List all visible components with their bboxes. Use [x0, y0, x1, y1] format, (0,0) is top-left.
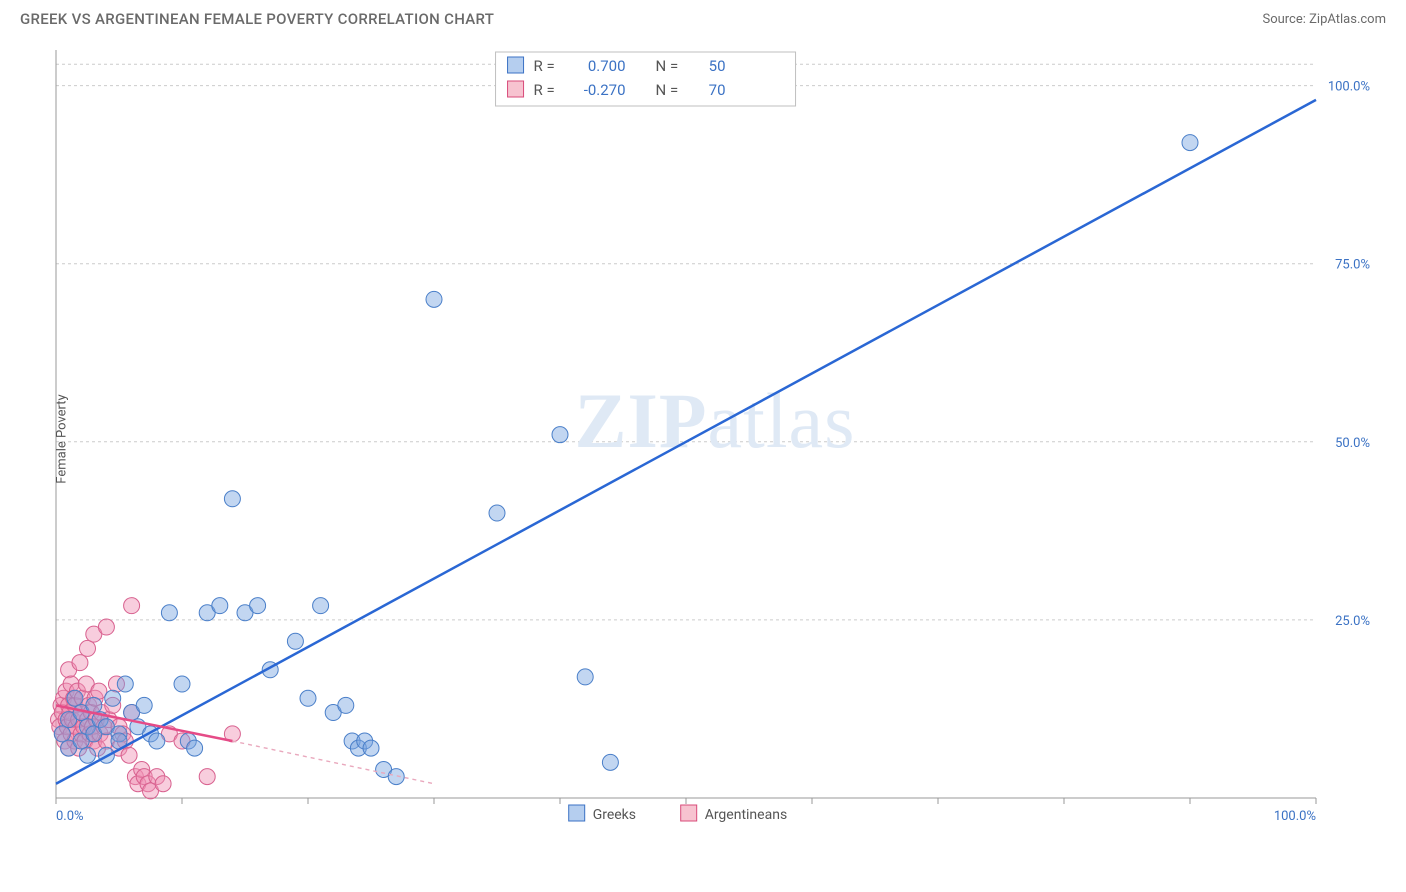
svg-text:Greeks: Greeks [593, 807, 636, 823]
svg-text:ZIPatlas: ZIPatlas [575, 377, 856, 464]
svg-text:50.0%: 50.0% [1335, 436, 1370, 451]
svg-text:Argentineans: Argentineans [705, 807, 787, 823]
svg-text:R =: R = [534, 57, 555, 75]
svg-text:0.0%: 0.0% [56, 809, 84, 824]
svg-text:N =: N = [656, 81, 679, 99]
plot-area: Female Poverty 0.0% 100.0% 25.0% 50.0% 75.0%… [50, 44, 1380, 834]
svg-text:0.700: 0.700 [588, 57, 626, 75]
y-axis-label: Female Poverty [55, 394, 70, 483]
source-attribution: Source: ZipAtlas.com [1262, 12, 1386, 27]
svg-text:100.0%: 100.0% [1274, 809, 1316, 824]
source-label: Source: [1262, 12, 1309, 27]
svg-text:70: 70 [709, 81, 726, 99]
svg-text:25.0%: 25.0% [1335, 614, 1370, 629]
chart-header: GREEK VS ARGENTINEAN FEMALE POVERTY CORR… [0, 0, 1406, 34]
svg-text:R =: R = [534, 81, 555, 99]
svg-text:75.0%: 75.0% [1335, 258, 1370, 273]
source-name: ZipAtlas.com [1309, 12, 1386, 27]
svg-text:100.0%: 100.0% [1328, 80, 1370, 95]
svg-text:50: 50 [709, 57, 726, 75]
scatter-chart: 0.0% 100.0% 25.0% 50.0% 75.0% 100.0% ZIPatlas R… [50, 44, 1380, 834]
svg-text:N =: N = [656, 57, 679, 75]
chart-title: GREEK VS ARGENTINEAN FEMALE POVERTY CORR… [20, 10, 494, 28]
svg-text:-0.270: -0.270 [584, 81, 626, 99]
